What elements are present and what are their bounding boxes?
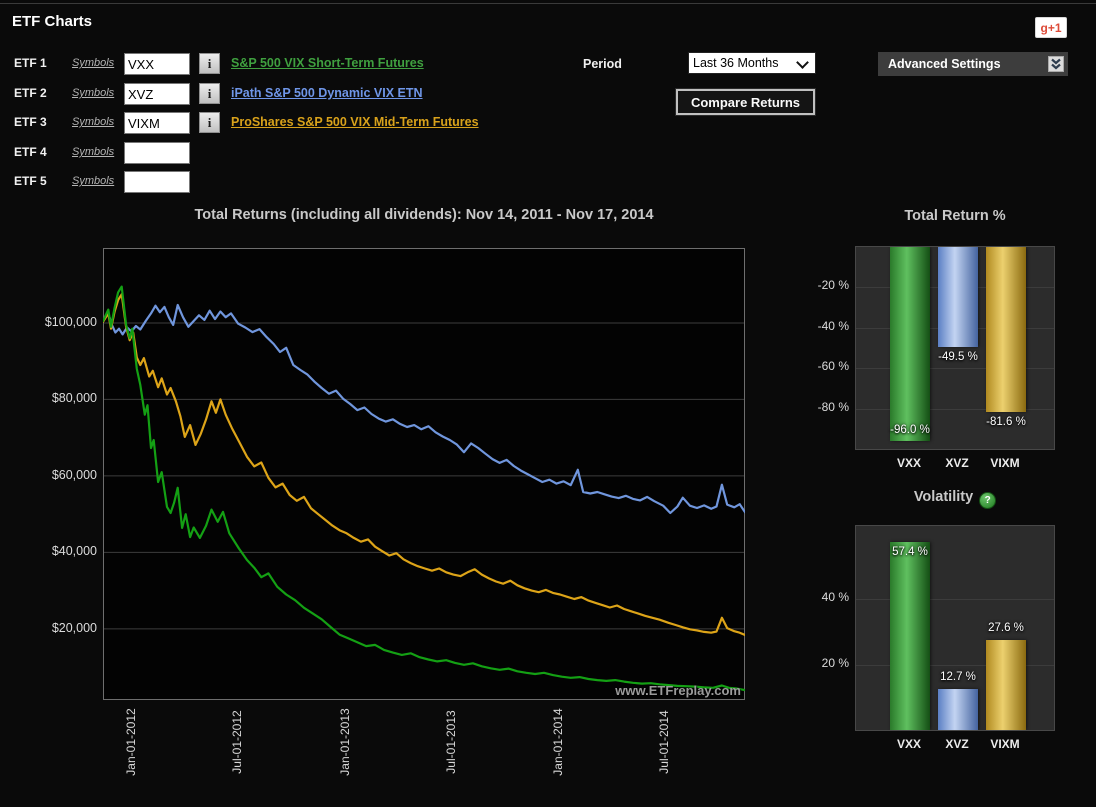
bar-category-label: VIXM [990,456,1020,470]
bar-category-label: VXX [896,737,921,751]
etf-name-link[interactable]: ProShares S&P 500 VIX Mid-Term Futures [231,115,479,129]
x-axis-tick-label: Jul-01-2012 [230,710,245,774]
gridline [856,368,1054,370]
etf-name-link[interactable]: iPath S&P 500 Dynamic VIX ETN [231,86,423,100]
total-return-bar-chart: -96.0 % -49.5 % -81.6 % [855,246,1055,450]
x-axis-tick-label: Jan-01-2014 [551,708,566,776]
main-chart-title: Total Returns (including all dividends):… [194,207,654,223]
info-button[interactable]: i [199,112,220,133]
bar-category-label: XVZ [945,737,969,751]
symbols-link[interactable]: Symbols [72,116,115,128]
volatility-chart-title: Volatility? [855,489,1055,509]
advanced-settings-label: Advanced Settings [888,57,1001,71]
watermark: www.ETFreplay.com [615,683,741,698]
bar-xvz [938,247,978,347]
etf-row-label: ETF 4 [14,145,47,159]
info-button[interactable]: i [199,83,220,104]
y-axis-tick-label: -20 % [817,278,849,293]
bar-xvz [938,688,978,730]
bar-vixm [986,247,1026,412]
volatility-title-text: Volatility [913,489,974,505]
symbol-input[interactable] [124,112,190,134]
bar-value-label: -81.6 % [986,415,1026,428]
y-axis-tick-label: $80,000 [51,391,97,406]
etf-row: ETF 5 Symbols i [0,171,880,193]
page-title: ETF Charts [12,13,93,30]
compare-returns-button[interactable]: Compare Returns [676,89,815,115]
y-axis-tick-label: 40 % [821,590,849,605]
volatility-bar-chart: 57.4 % 12.7 % 27.6 % [855,525,1055,731]
period-label: Period [583,57,622,71]
y-axis-tick-label: $100,000 [44,314,97,329]
bar-value-label: 57.4 % [892,546,928,559]
y-axis-tick-label: $40,000 [51,544,97,559]
y-axis-tick-label: -40 % [817,318,849,333]
x-axis-tick-label: Jan-01-2012 [124,708,139,776]
y-axis-tick-label: -80 % [817,399,849,414]
help-icon[interactable]: ? [979,492,997,509]
x-axis-tick-label: Jan-01-2013 [337,708,352,776]
bar-value-label: -49.5 % [938,351,978,363]
etf-row-label: ETF 1 [14,56,47,70]
total-returns-line-chart [103,248,745,700]
symbol-input[interactable] [124,171,190,193]
period-select[interactable]: Last 36 Months [688,52,816,74]
y-axis-tick-label: 20 % [821,655,849,670]
etf-row: ETF 4 Symbols i [0,142,880,164]
symbol-input[interactable] [124,53,190,75]
advanced-settings-toggle[interactable]: Advanced Settings [878,52,1068,76]
y-axis-tick-label: $20,000 [51,620,97,635]
symbols-link[interactable]: Symbols [72,57,115,69]
etf-row-label: ETF 2 [14,86,47,100]
period-select-wrap: Last 36 Months [688,52,816,74]
x-axis-tick-label: Jul-01-2014 [656,710,671,774]
symbol-input[interactable] [124,142,190,164]
bar-category-label: XVZ [945,456,969,470]
symbols-link[interactable]: Symbols [72,87,115,99]
symbols-link[interactable]: Symbols [72,175,115,187]
etf-row: ETF 2 Symbols i iPath S&P 500 Dynamic VI… [0,83,880,105]
etf-row-label: ETF 3 [14,115,47,129]
info-button[interactable]: i [199,53,220,74]
bar-category-label: VIXM [990,737,1020,751]
bar-category-label: VXX [896,456,921,470]
bar-vixm [986,639,1026,730]
double-chevron-down-icon[interactable] [1048,56,1064,72]
y-axis-tick-label: $60,000 [51,467,97,482]
symbol-input[interactable] [124,83,190,105]
gridline [856,599,1054,601]
bar-value-label: -96.0 % [890,423,930,436]
bar-value-label: 12.7 % [940,670,976,683]
gridline [856,664,1054,666]
symbols-link[interactable]: Symbols [72,146,115,158]
top-divider [0,3,1096,4]
total-return-chart-title: Total Return % [904,208,1006,224]
y-axis-tick-label: -60 % [817,359,849,374]
etf-row-label: ETF 5 [14,174,47,188]
bar-value-label: 27.6 % [988,621,1024,634]
etf-row: ETF 3 Symbols i ProShares S&P 500 VIX Mi… [0,112,880,134]
bar-vxx [890,247,930,441]
etf-name-link[interactable]: S&P 500 VIX Short-Term Futures [231,56,424,70]
x-axis-tick-label: Jul-01-2013 [443,710,458,774]
google-plus-button[interactable]: g+1 [1035,17,1067,38]
bar-vxx [890,542,930,730]
etf-row: ETF 1 Symbols i S&P 500 VIX Short-Term F… [0,53,880,75]
gridline [856,408,1054,410]
